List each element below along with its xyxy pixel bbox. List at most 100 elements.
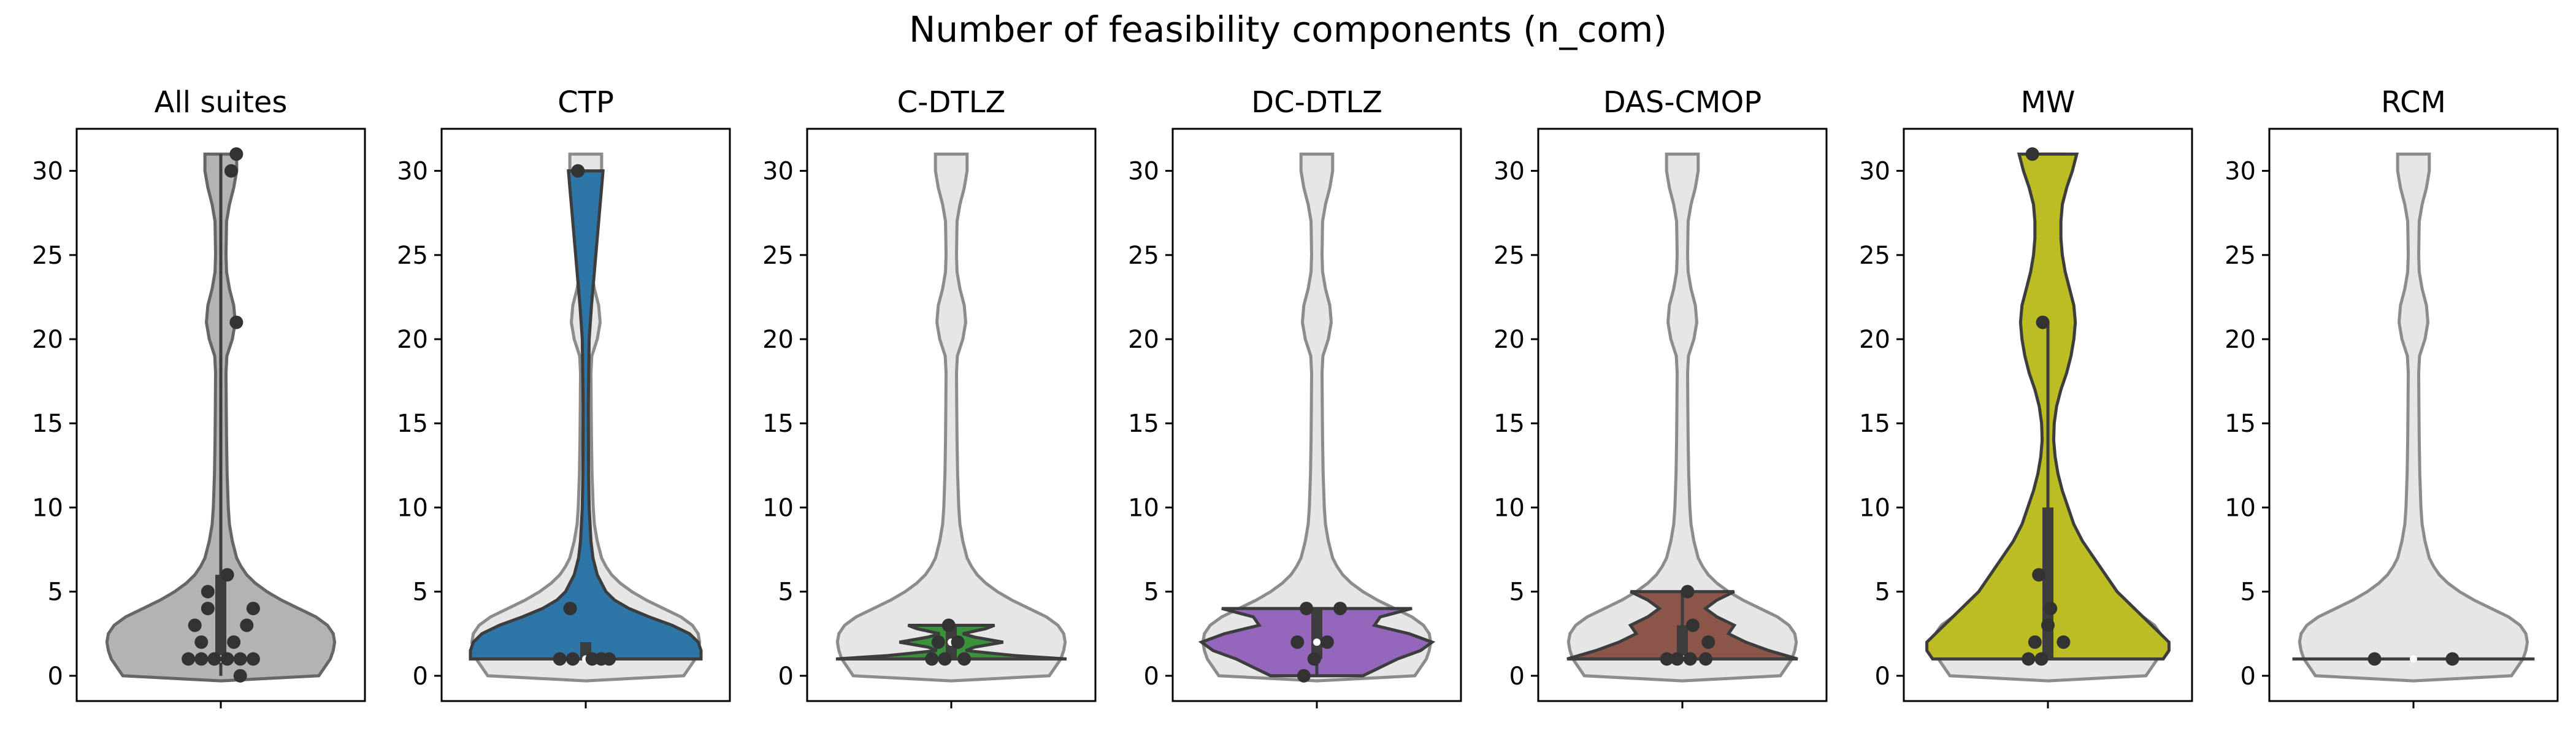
panel-2: CTP 0 5 10 15 20 25 30 xyxy=(397,85,731,708)
data-point xyxy=(957,652,972,666)
data-point xyxy=(951,635,965,649)
y-tick-label: 20 xyxy=(2225,326,2256,354)
data-point xyxy=(1699,652,1713,666)
y-tick-label: 15 xyxy=(32,410,63,438)
y-tick-label: 10 xyxy=(1493,494,1525,522)
y-tick-label: 20 xyxy=(1128,326,1159,354)
y-tick-label: 30 xyxy=(2225,158,2256,186)
data-point xyxy=(1333,602,1347,616)
data-point xyxy=(194,652,209,666)
panels: All suites051015202530CTP051015202530C-D… xyxy=(32,85,2559,708)
data-point xyxy=(1701,635,1715,649)
y-tick-label: 15 xyxy=(1859,410,1890,438)
y-tick-label: 15 xyxy=(397,410,428,438)
y-tick-label: 25 xyxy=(1859,242,1890,270)
data-point xyxy=(2034,652,2049,666)
data-point xyxy=(1290,635,1305,649)
data-point xyxy=(2022,652,2036,666)
data-point xyxy=(246,602,260,616)
y-tick-label: 15 xyxy=(762,410,794,438)
y-tick-label: 10 xyxy=(397,494,428,522)
data-point xyxy=(1307,652,1321,666)
y-tick-label: 25 xyxy=(1128,242,1159,270)
data-point xyxy=(938,652,952,666)
data-point xyxy=(233,669,247,683)
y-tick-label: 10 xyxy=(2225,494,2256,522)
y-tick-label: 15 xyxy=(2225,410,2256,438)
panel-title: C-DTLZ xyxy=(897,85,1006,120)
y-tick-label: 25 xyxy=(32,242,63,270)
data-point xyxy=(2032,568,2046,582)
y-tick-label: 20 xyxy=(397,326,428,354)
data-point xyxy=(925,652,939,666)
y-tick-label: 0 xyxy=(413,662,428,691)
panel-title: MW xyxy=(2021,85,2076,120)
data-point xyxy=(2445,652,2459,666)
suite-violin xyxy=(469,169,703,661)
y-tick-label: 30 xyxy=(1859,158,1890,186)
y-tick-label: 15 xyxy=(1128,410,1159,438)
data-point xyxy=(201,585,215,599)
panel-5: DAS-CMOP 0 5 10 15 20 25 30 xyxy=(1493,85,1828,708)
y-tick-label: 0 xyxy=(1509,662,1525,691)
y-tick-label: 20 xyxy=(1859,326,1890,354)
data-point xyxy=(941,618,956,632)
y-tick-label: 5 xyxy=(1875,578,1890,607)
y-tick-label: 20 xyxy=(762,326,794,354)
y-tick-label: 10 xyxy=(1859,494,1890,522)
y-tick-label: 5 xyxy=(1509,578,1525,607)
y-tick-label: 20 xyxy=(1493,326,1525,354)
data-point xyxy=(233,652,247,666)
panel-3: C-DTLZ 0 5 10 15 20 25 30 xyxy=(762,85,1097,708)
panel-title: DC-DTLZ xyxy=(1251,85,1382,120)
y-tick-label: 0 xyxy=(778,662,794,691)
data-point xyxy=(188,618,202,632)
data-point xyxy=(2057,635,2071,649)
y-tick-label: 5 xyxy=(413,578,428,607)
data-point xyxy=(246,652,260,666)
data-point xyxy=(571,164,585,178)
data-point xyxy=(1660,652,1674,666)
data-point xyxy=(2036,315,2050,329)
y-tick-label: 30 xyxy=(1493,158,1525,186)
data-point xyxy=(1297,669,1311,683)
data-point xyxy=(2041,618,2055,632)
box-iqr xyxy=(215,575,226,659)
y-tick-label: 15 xyxy=(1493,410,1525,438)
data-point xyxy=(224,164,238,178)
data-point xyxy=(931,635,945,649)
y-tick-label: 0 xyxy=(1144,662,1159,691)
box-iqr xyxy=(2042,507,2053,659)
data-point xyxy=(2025,147,2039,161)
data-point xyxy=(229,315,243,329)
data-point xyxy=(563,602,577,616)
data-point xyxy=(2367,652,2382,666)
panel-title: RCM xyxy=(2381,85,2446,120)
y-tick-label: 0 xyxy=(1875,662,1890,691)
background-violin xyxy=(2298,152,2529,683)
data-point xyxy=(1681,585,1695,599)
y-tick-label: 0 xyxy=(2241,662,2256,691)
data-point xyxy=(1685,618,1700,632)
data-point xyxy=(220,652,234,666)
data-point xyxy=(220,568,234,582)
y-tick-label: 5 xyxy=(1144,578,1159,607)
background-violin xyxy=(835,152,1067,683)
y-tick-label: 5 xyxy=(778,578,794,607)
y-tick-label: 25 xyxy=(2225,242,2256,270)
figure-suptitle: Number of feasibility components (n_com) xyxy=(909,9,1667,50)
data-point xyxy=(2044,602,2058,616)
data-point xyxy=(207,652,221,666)
y-tick-label: 30 xyxy=(397,158,428,186)
y-tick-label: 30 xyxy=(762,158,794,186)
y-tick-label: 25 xyxy=(397,242,428,270)
box-iqr xyxy=(1677,625,1688,659)
y-tick-label: 20 xyxy=(32,326,63,354)
data-point xyxy=(1683,652,1697,666)
y-tick-label: 10 xyxy=(32,494,63,522)
y-tick-label: 5 xyxy=(48,578,63,607)
panel-7: RCM 0 5 10 15 20 25 30 xyxy=(2225,85,2559,708)
data-point xyxy=(1320,635,1334,649)
data-point xyxy=(1670,652,1684,666)
